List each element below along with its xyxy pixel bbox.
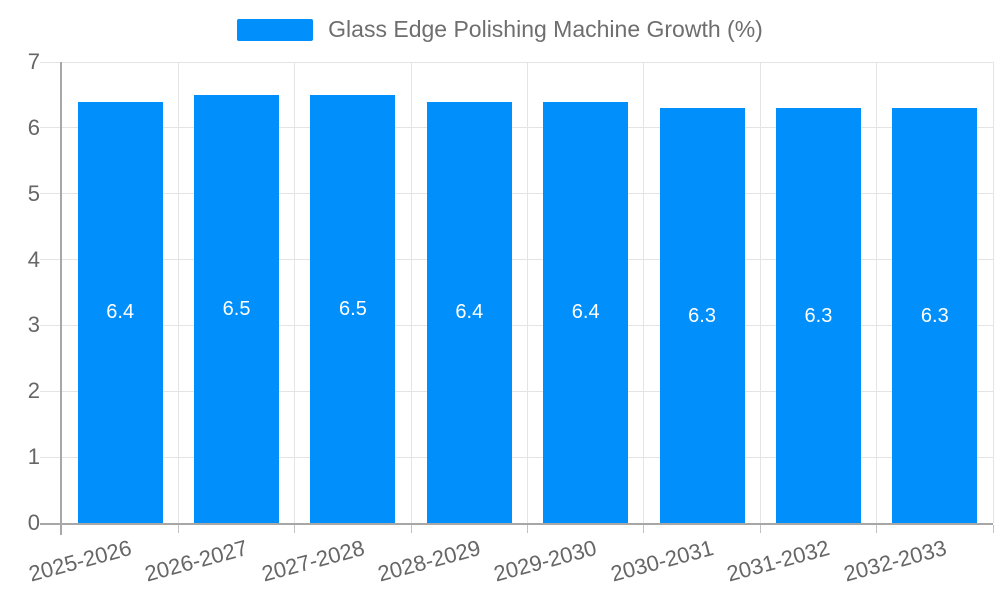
bar [892, 108, 978, 523]
y-tick-label: 2 [27, 378, 40, 404]
x-tick-label: 2032-2033 [840, 535, 949, 587]
bar-value-label: 6.3 [688, 304, 716, 327]
y-axis-tick [40, 127, 60, 129]
gridline-v [410, 62, 412, 523]
x-axis-tick [643, 525, 645, 533]
y-tick-label: 6 [27, 114, 40, 140]
bar [543, 101, 629, 523]
x-axis-tick [759, 525, 761, 533]
gridline-v [527, 62, 528, 523]
y-axis-tick [40, 193, 60, 195]
x-tick-label: 2031-2032 [724, 535, 833, 587]
gridline-v [643, 62, 645, 523]
y-tick-label: 5 [27, 180, 40, 206]
y-axis-tick [40, 259, 60, 261]
legend-label: Glass Edge Polishing Machine Growth (%) [328, 16, 763, 42]
bar-value-label: 6.5 [222, 297, 251, 320]
y-axis-tick [40, 456, 60, 458]
bar [659, 108, 745, 523]
bar-value-label: 6.4 [455, 301, 484, 324]
x-axis-tick [876, 525, 878, 533]
x-tick-label: 2027-2028 [258, 535, 367, 587]
legend-swatch [237, 18, 314, 41]
x-tick-label: 2028-2029 [375, 535, 484, 587]
x-axis-tick [410, 525, 412, 533]
x-axis-tick [992, 525, 994, 533]
x-tick-label: 2029-2030 [491, 535, 600, 587]
y-axis-tick [40, 324, 60, 326]
gridline-v [294, 62, 296, 523]
bar-value-label: 6.4 [571, 301, 600, 324]
y-tick-label: 7 [27, 49, 40, 74]
x-tick-label: 2026-2027 [142, 535, 251, 587]
legend[interactable]: Glass Edge Polishing Machine Growth (%) [0, 16, 1000, 43]
bar [77, 101, 163, 523]
x-tick-label: 2030-2031 [607, 535, 717, 587]
y-tick-label: 0 [27, 510, 40, 535]
bar-value-label: 6.5 [339, 297, 367, 320]
gridline-v [759, 62, 761, 523]
x-axis-tick [527, 525, 528, 533]
y-tick-label: 1 [27, 444, 40, 470]
gridline-v [876, 62, 878, 523]
gridline-v [177, 62, 179, 523]
bar-value-label: 6.3 [804, 304, 833, 327]
gridline-v [992, 62, 994, 523]
bar-value-label: 6.4 [106, 301, 135, 324]
y-tick-label: 3 [27, 312, 40, 338]
plot-area: 0 1 2 3 4 5 6 7 6.4 2025-2026 6.5 2026-2027 6.5 2027-… [26, 51, 994, 586]
x-axis-tick [294, 525, 296, 533]
bar [426, 101, 512, 523]
y-axis-tick [40, 523, 60, 525]
bar [310, 94, 396, 523]
x-tick-label: 2025-2026 [26, 535, 135, 587]
y-axis-tick [40, 61, 60, 63]
y-axis-line-extension [60, 523, 62, 535]
x-axis-tick [177, 525, 179, 533]
bar [775, 108, 861, 523]
bar-value-label: 6.3 [920, 304, 949, 327]
y-tick-label: 4 [27, 246, 40, 272]
bar [194, 94, 280, 523]
y-axis-tick [40, 390, 60, 392]
